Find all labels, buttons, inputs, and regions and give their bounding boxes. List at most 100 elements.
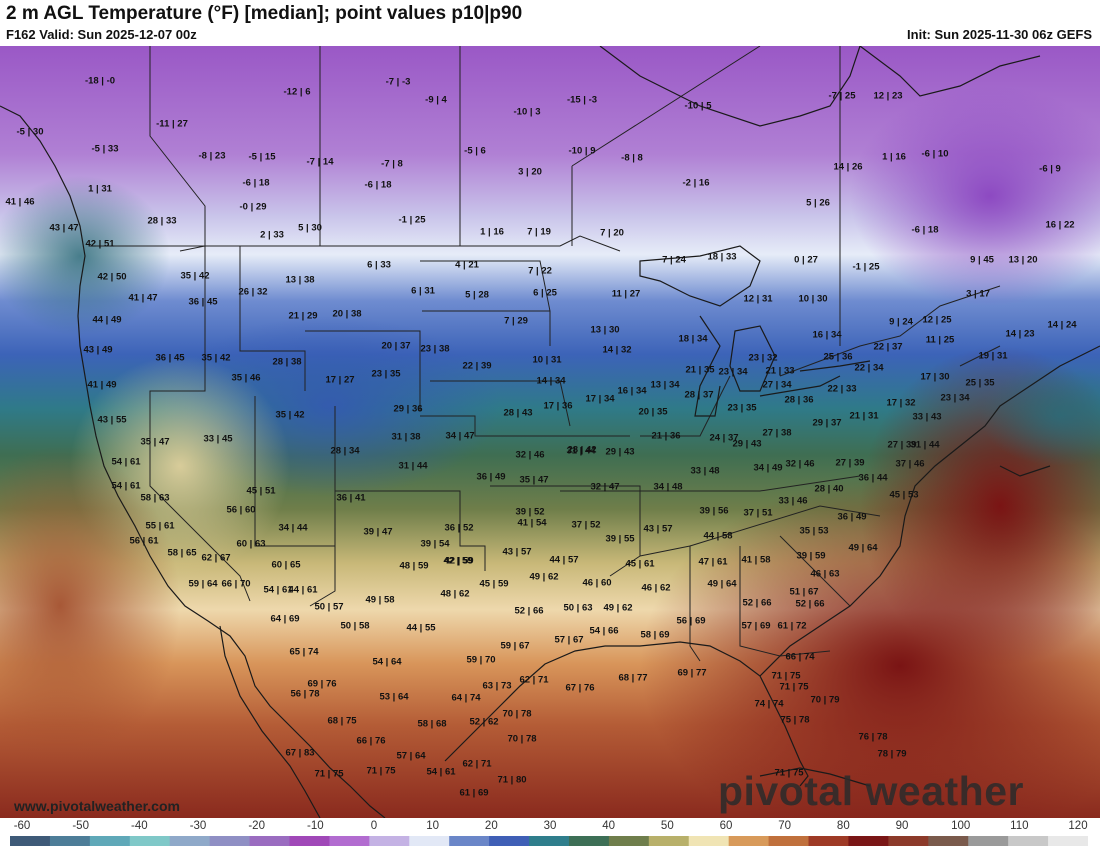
point-value: 7 | 29 <box>504 315 528 327</box>
point-value: 41 | 47 <box>128 292 158 304</box>
point-value: 49 | 58 <box>365 594 395 606</box>
point-value: 62 | 71 <box>519 674 549 686</box>
point-value: 37 | 46 <box>895 458 925 470</box>
point-value: 48 | 62 <box>440 588 470 600</box>
point-value: 14 | 34 <box>536 375 566 387</box>
point-value: 1 | 16 <box>882 151 906 163</box>
point-value: 39 | 56 <box>699 505 729 517</box>
point-value: 13 | 38 <box>285 274 315 286</box>
point-value: 23 | 38 <box>420 343 450 355</box>
point-value: 13 | 20 <box>1008 254 1038 266</box>
temperature-map[interactable]: -18 | -0 -12 | 6 -7 | -3 -9 | 4 -15 | -3 -10 … <box>0 46 1100 818</box>
point-value: 48 | 59 <box>399 560 429 572</box>
point-value: 52 | 62 <box>469 716 499 728</box>
point-value: 28 | 42 <box>567 444 597 456</box>
point-value: 14 | 32 <box>602 344 632 356</box>
point-value: -15 | -3 <box>566 94 598 106</box>
point-value: 67 | 76 <box>565 682 595 694</box>
point-value: 51 | 67 <box>789 586 819 598</box>
point-value: 35 | 47 <box>519 474 549 486</box>
color-scale-swatch <box>968 836 1009 846</box>
point-value: 45 | 51 <box>246 485 276 497</box>
point-value: 70 | 79 <box>810 694 840 706</box>
color-scale-swatch <box>169 836 211 846</box>
point-value: 35 | 47 <box>140 436 170 448</box>
color-scale-swatch <box>648 836 690 846</box>
point-value: 54 | 66 <box>589 625 619 637</box>
color-scale-swatch <box>409 836 450 846</box>
point-value: 32 | 47 <box>590 481 620 493</box>
point-value: 21 | 31 <box>849 410 879 422</box>
point-value: 31 | 38 <box>391 431 421 443</box>
point-value: 36 | 52 <box>444 522 474 534</box>
point-value: 49 | 64 <box>707 578 737 590</box>
color-scale-swatch <box>49 836 91 846</box>
point-value: 33 | 43 <box>912 411 942 423</box>
color-scale-tick: 20 <box>484 820 498 832</box>
color-scale-swatch <box>1048 836 1088 846</box>
point-value: 34 | 49 <box>753 462 783 474</box>
point-value: 22 | 37 <box>873 341 903 353</box>
color-scale-swatch <box>568 836 610 846</box>
point-value: 9 | 45 <box>970 254 994 266</box>
color-scale-tick: -50 <box>72 820 89 832</box>
point-value: 27 | 38 <box>762 427 792 439</box>
point-value: -6 | 10 <box>921 148 949 160</box>
point-value: 1 | 16 <box>480 226 504 238</box>
point-value: 42 | 50 <box>97 271 127 283</box>
color-scale-tick: 100 <box>951 820 971 832</box>
point-value: 37 | 52 <box>571 519 601 531</box>
point-value: -0 | 29 <box>239 201 267 213</box>
point-value: 63 | 73 <box>482 680 512 692</box>
point-value: 75 | 78 <box>780 714 810 726</box>
point-value: 35 | 53 <box>799 525 829 537</box>
point-value: -7 | 25 <box>828 90 856 102</box>
point-value: 54 | 61 <box>111 456 141 468</box>
point-value: 64 | 69 <box>270 613 300 625</box>
color-scale-swatch <box>209 836 251 846</box>
point-value: 57 | 64 <box>396 750 426 762</box>
color-scale-swatch <box>808 836 849 846</box>
point-value: 32 | 46 <box>515 449 545 461</box>
point-value: 23 | 35 <box>727 402 757 414</box>
point-value: 71 | 75 <box>779 681 809 693</box>
point-value: -8 | 23 <box>198 150 226 162</box>
point-value: 49 | 62 <box>529 571 559 583</box>
point-value: 25 | 35 <box>965 377 995 389</box>
point-value: 17 | 30 <box>920 371 950 383</box>
init-time: Init: Sun 2025-11-30 06z GEFS <box>907 27 1092 42</box>
point-value: 39 | 47 <box>363 526 393 538</box>
point-value: 45 | 59 <box>479 578 509 590</box>
color-scale-swatch <box>129 836 171 846</box>
point-value: 12 | 31 <box>743 293 773 305</box>
color-scale-tick: -60 <box>13 820 31 832</box>
point-value: 12 | 25 <box>922 314 952 326</box>
point-value: 56 | 60 <box>226 504 256 516</box>
color-scale-tick: -30 <box>189 820 207 832</box>
point-value: 54 | 64 <box>372 656 402 668</box>
point-value: -10 | 9 <box>568 145 596 157</box>
point-value: 41 | 54 <box>517 517 547 529</box>
point-value: 42 | 51 <box>85 238 115 250</box>
color-scale-tick: 40 <box>602 820 616 832</box>
point-value: 28 | 34 <box>330 445 360 457</box>
point-value: 33 | 46 <box>778 495 808 507</box>
point-value: 56 | 69 <box>676 615 706 627</box>
point-value: 56 | 78 <box>290 688 320 700</box>
point-value: 70 | 78 <box>507 733 537 745</box>
color-scale-tick: 70 <box>778 820 792 832</box>
point-value: 16 | 34 <box>812 329 842 341</box>
color-scale-swatch <box>289 836 330 846</box>
point-value: 60 | 65 <box>271 559 301 571</box>
point-value: 58 | 69 <box>640 629 670 641</box>
point-value: 20 | 38 <box>332 308 362 320</box>
point-value: 34 | 48 <box>653 481 683 493</box>
point-value: 44 | 49 <box>92 314 122 326</box>
point-value: 52 | 66 <box>795 598 825 610</box>
point-value: 69 | 77 <box>677 667 707 679</box>
point-value: 28 | 37 <box>684 389 714 401</box>
point-value: 21 | 35 <box>685 364 715 376</box>
color-scale: -60 -50 -40 -30 -20 -10 0 10 20 30 40 50 60 70 80 90 100… <box>0 818 1100 850</box>
color-scale-tick: 110 <box>1010 820 1029 832</box>
point-value: 22 | 34 <box>854 362 884 374</box>
